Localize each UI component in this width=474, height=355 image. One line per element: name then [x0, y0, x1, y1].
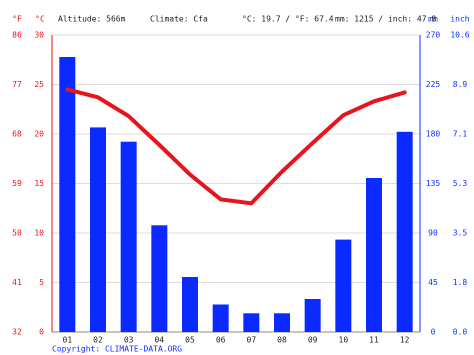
- mm-tick-label: 180: [426, 130, 441, 139]
- bar: [304, 299, 321, 332]
- f-tick-label: 86: [12, 31, 22, 40]
- x-tick-label: 05: [185, 336, 195, 345]
- inch-tick-label: 8.9: [453, 80, 468, 89]
- x-tick-label: 03: [124, 336, 134, 345]
- mm-tick-label: 270: [426, 31, 441, 40]
- f-tick-label: 77: [12, 80, 22, 89]
- mm-axis-label: mm: [428, 15, 438, 24]
- x-tick-label: 06: [216, 336, 226, 345]
- f-tick-label: 41: [12, 278, 22, 287]
- c-tick-label: 5: [39, 278, 44, 287]
- bar: [243, 313, 260, 332]
- f-tick-label: 32: [12, 328, 22, 337]
- mm-tick-label: 135: [426, 179, 441, 188]
- f-tick-label: 50: [12, 229, 22, 238]
- f-tick-label: 68: [12, 130, 22, 139]
- x-tick-label: 10: [339, 336, 349, 345]
- copyright: Copyright: CLIMATE-DATA.ORG: [52, 345, 182, 354]
- mm-tick-label: 225: [426, 80, 441, 89]
- c-tick-label: 30: [34, 31, 44, 40]
- x-tick-label: 04: [155, 336, 165, 345]
- bar: [335, 239, 352, 332]
- bar: [396, 131, 413, 332]
- bar: [59, 57, 76, 332]
- mm-tick-label: 0: [431, 328, 436, 337]
- x-tick-label: 12: [400, 336, 410, 345]
- inch-tick-label: 0.0: [453, 328, 468, 337]
- mm-tick-label: 90: [428, 229, 438, 238]
- x-tick-label: 11: [369, 336, 379, 345]
- bar: [151, 225, 168, 332]
- c-tick-label: 0: [39, 328, 44, 337]
- bar: [274, 313, 290, 332]
- bar: [212, 304, 229, 332]
- inch-tick-label: 1.8: [453, 278, 468, 287]
- c-tick-label: 10: [34, 229, 44, 238]
- bar: [182, 277, 198, 332]
- inch-tick-label: 10.6: [450, 31, 469, 40]
- c-tick-label: 25: [34, 80, 44, 89]
- x-tick-label: 07: [247, 336, 257, 345]
- x-tick-label: 09: [308, 336, 318, 345]
- bar: [90, 127, 106, 333]
- x-tick-label: 01: [63, 336, 73, 345]
- inch-axis-label: inch: [450, 15, 469, 24]
- f-tick-label: 59: [12, 179, 22, 188]
- c-tick-label: 15: [34, 179, 44, 188]
- c-tick-label: 20: [34, 130, 44, 139]
- x-tick-label: 02: [93, 336, 103, 345]
- temperature-line: [65, 87, 407, 206]
- inch-tick-label: 7.1: [453, 129, 468, 138]
- annotation: Altitude: 566m: [58, 15, 126, 24]
- inch-tick-label: 3.5: [453, 229, 468, 238]
- annotation: °C: 19.7 / °F: 67.4: [242, 15, 334, 24]
- annotation: mm: 1215 / inch: 47.8: [335, 15, 436, 24]
- mm-tick-label: 45: [428, 278, 438, 287]
- c-axis-label: °C: [35, 15, 45, 24]
- inch-tick-label: 5.3: [453, 179, 468, 188]
- x-tick-label: 08: [277, 336, 287, 345]
- f-axis-label: °F: [12, 15, 22, 24]
- bar: [366, 178, 382, 332]
- bar: [120, 141, 137, 332]
- annotation: Climate: Cfa: [150, 15, 208, 24]
